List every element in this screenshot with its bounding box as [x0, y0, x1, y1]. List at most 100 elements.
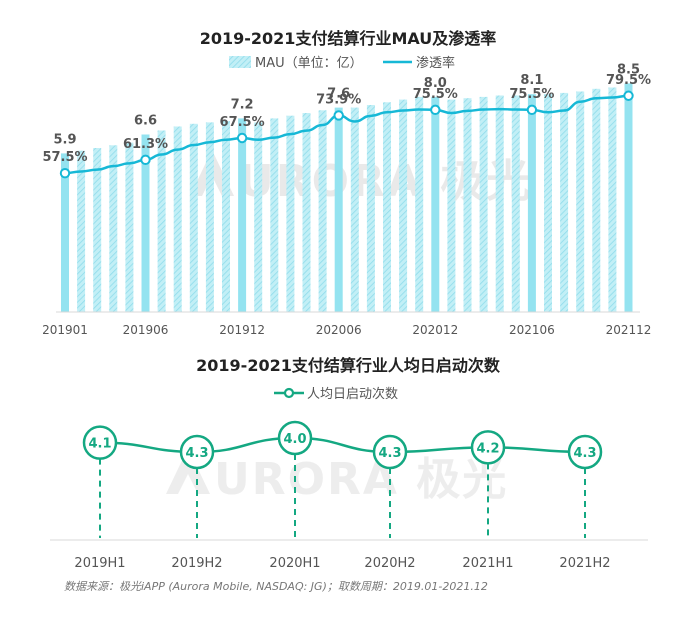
mau-bar [527, 94, 536, 312]
mau-bar [222, 121, 230, 312]
mau-bar [479, 96, 488, 313]
mau-bar [511, 95, 520, 312]
chart1-bars [61, 83, 633, 313]
chart2-x-ticks: 2019H1 2019H2 2020H1 2020H2 2021H1 2021H2 [74, 556, 610, 571]
legend-mau-label: MAU（单位：亿） [255, 56, 363, 71]
mau-bar [399, 99, 408, 312]
penetration-point [236, 132, 248, 144]
mau-bar [415, 96, 424, 313]
mau-bar [254, 122, 263, 313]
mau-value-label: 8.0 [424, 76, 447, 91]
x-tick-label: 202112 [606, 323, 652, 337]
mau-bar [173, 126, 182, 312]
penetration-label: 75.5% [413, 87, 458, 102]
chart2-markers: 4.1 4.3 4.0 4.3 4.2 4.3 [82, 420, 603, 470]
x-tick-label: 2019H2 [171, 556, 222, 571]
penetration-label: 75.5% [509, 87, 554, 102]
legend-daily-label: 人均日启动次数 [307, 386, 398, 402]
source-note: 数据来源：极光iAPP (Aurora Mobile, NASDAQ: JG)；… [64, 580, 488, 593]
mau-value-label: 8.1 [520, 73, 543, 88]
daily-launch-value-label: 4.3 [185, 446, 208, 461]
chart2-droplines [99, 454, 586, 538]
penetration-label: 67.5% [220, 115, 265, 130]
mau-value-label: 6.6 [134, 114, 157, 129]
x-tick-label: 2021H2 [559, 556, 610, 571]
mau-value-label: 7.2 [231, 97, 254, 112]
x-tick-label: 2020H1 [269, 556, 320, 571]
mau-bar [205, 122, 214, 313]
mau-bar [141, 134, 150, 312]
daily-launch-value-label: 4.0 [283, 432, 306, 447]
daily-launch-marker [82, 425, 118, 460]
mau-bar [334, 107, 343, 312]
mau-bar [608, 87, 617, 312]
mau-bar [383, 102, 391, 312]
legend-daily-marker [283, 387, 295, 399]
x-tick-label: 2019H1 [74, 556, 125, 571]
chart1-labels: 57.5% 61.3% 67.5% 73.9% 75.5% 75.5% 79.5% 5.9 6.… [42, 62, 651, 179]
mau-bar [302, 113, 311, 312]
mau-value-label: 7.6 [327, 87, 350, 102]
watermark-text-bottom: URORA 极光 [214, 454, 508, 505]
x-tick-label: 201901 [42, 323, 88, 337]
penetration-label: 57.5% [42, 150, 87, 165]
mau-bar [576, 91, 585, 312]
penetration-point [140, 154, 151, 166]
mau-bar [350, 107, 359, 312]
penetration-label: 73.9% [316, 92, 361, 107]
mau-bar [544, 94, 552, 312]
chart1-legend: MAU（单位：亿） 渗透率 [229, 55, 455, 71]
penetration-label: 61.3% [123, 137, 168, 152]
legend-mau-swatch [229, 56, 251, 68]
mau-bar [93, 148, 102, 312]
mau-value-label: 5.9 [53, 132, 76, 147]
penetration-point [59, 168, 71, 179]
chart2-legend: 人均日启动次数 [274, 386, 398, 402]
daily-launch-marker [470, 430, 506, 465]
mau-bar [61, 153, 69, 312]
mau-bar [463, 98, 472, 312]
chart1-x-ticks: 201901 201906 201912 202006 202012 202106 2021… [42, 323, 651, 337]
chart2-line [99, 436, 586, 454]
daily-launch-line [99, 436, 586, 454]
penetration-point [333, 110, 344, 121]
mau-bar [318, 110, 327, 312]
mau-bar [157, 130, 166, 312]
daily-launch-value-label: 4.3 [378, 446, 401, 461]
mau-bar [592, 88, 601, 312]
daily-launch-value-label: 4.3 [573, 446, 596, 461]
daily-launch-marker [277, 420, 313, 456]
x-tick-label: 2020H2 [364, 556, 415, 571]
mau-bar [109, 145, 118, 312]
mau-bar [189, 123, 198, 312]
x-tick-label: 2021H1 [462, 556, 513, 571]
mau-bar [624, 83, 633, 313]
penetration-label: 79.5% [606, 73, 651, 88]
daily-launch-value-label: 4.1 [88, 437, 111, 452]
daily-launch-marker [372, 434, 408, 470]
penetration-point [623, 90, 634, 101]
daily-launch-marker [567, 434, 603, 470]
watermark-bottom: URORA 极光 [166, 448, 508, 505]
mau-bar [366, 105, 375, 312]
daily-launch-marker [179, 434, 215, 470]
mau-bar [77, 150, 86, 312]
mau-bar [560, 92, 569, 313]
mau-bar [125, 142, 134, 312]
chart1-title: 2019-2021支付结算行业MAU及渗透率 [200, 29, 497, 48]
mau-bar [431, 96, 440, 313]
mau-value-label: 8.5 [617, 62, 640, 77]
x-tick-label: 202006 [316, 323, 362, 337]
aurora-logo-icon [166, 448, 210, 494]
mau-bar [286, 115, 295, 312]
penetration-point [430, 104, 441, 116]
mau-bar [495, 95, 504, 312]
x-tick-label: 202012 [412, 323, 458, 337]
mau-bar [238, 118, 247, 313]
x-tick-label: 201906 [123, 323, 169, 337]
mau-bar [270, 118, 279, 313]
penetration-point [526, 104, 538, 116]
legend-penetration-label: 渗透率 [416, 55, 455, 71]
